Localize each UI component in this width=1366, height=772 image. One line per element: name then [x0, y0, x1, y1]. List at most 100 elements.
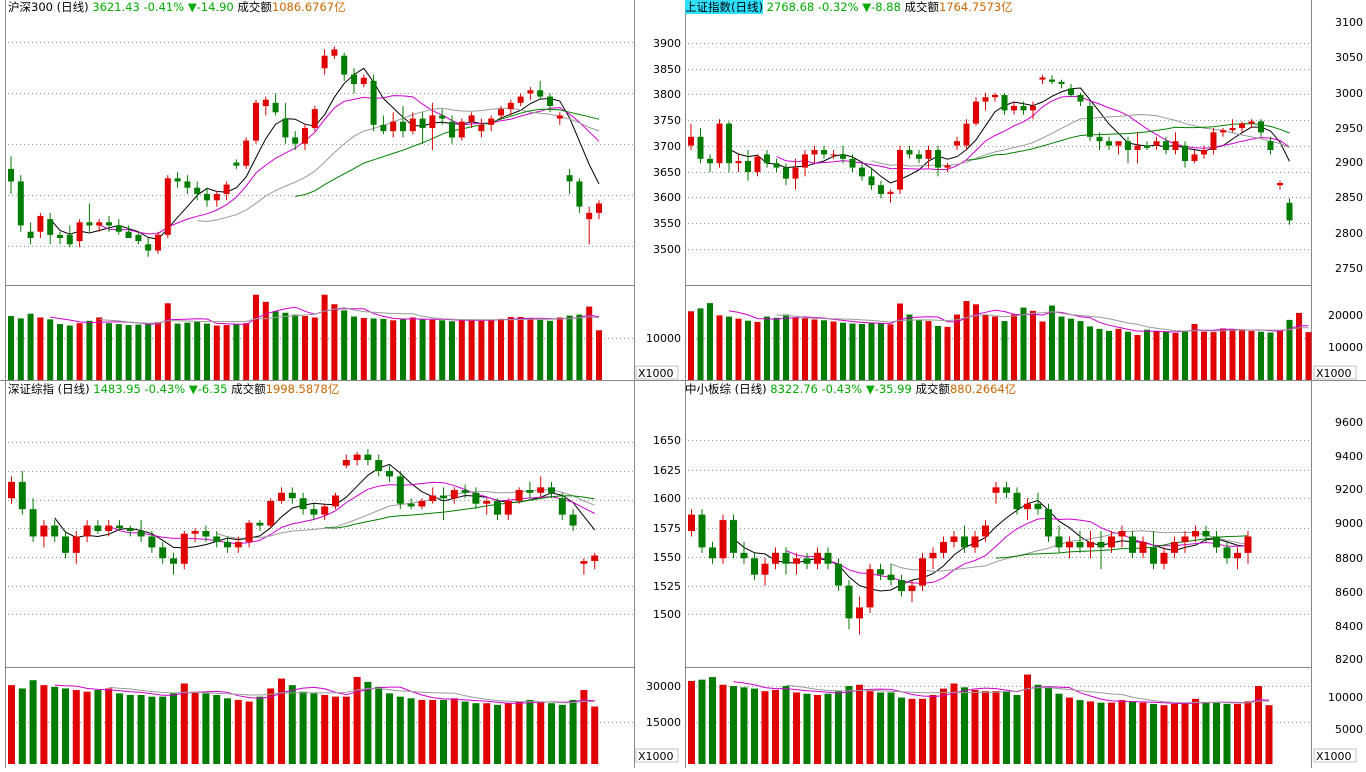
index-name: 中小板综 — [685, 382, 731, 396]
candle-down — [282, 118, 289, 138]
turnover-value: 1998.5878亿 — [265, 382, 340, 396]
volume-bar — [125, 325, 132, 380]
candle-up — [1220, 130, 1226, 133]
candle-down — [821, 150, 827, 155]
candle-up — [429, 115, 436, 128]
candle-up — [1087, 541, 1094, 548]
candle-up — [925, 150, 932, 159]
volume-ma-line — [733, 681, 1270, 705]
chart-title-hs300: 沪深300 (日线) 3621.43 -0.41% ▼-14.90 成交额108… — [8, 0, 346, 14]
volume-bar — [1277, 330, 1283, 380]
volume-bar — [887, 324, 894, 380]
volume-bar — [1049, 305, 1055, 380]
volume-bar — [483, 703, 491, 764]
candle-down — [877, 569, 884, 575]
volume-bar — [96, 317, 103, 380]
candle-down — [740, 552, 748, 559]
candle-down — [868, 176, 875, 186]
ma30-line — [295, 108, 600, 197]
candle-up — [267, 500, 275, 526]
volume-bar — [243, 323, 250, 380]
candle-up — [515, 490, 523, 501]
candle-up — [409, 118, 416, 132]
unit-label: X1000 — [1316, 750, 1352, 763]
panel-2 — [8, 442, 633, 764]
candle-down — [824, 552, 832, 564]
candle-down — [566, 175, 573, 182]
volume-bar — [1108, 702, 1115, 764]
volume-bar — [72, 690, 80, 764]
unit-box — [1313, 748, 1357, 763]
candle-up — [321, 506, 329, 515]
volume-bar — [351, 316, 357, 380]
candle-down — [62, 536, 69, 553]
candle-down — [1049, 79, 1055, 82]
candle-up — [793, 558, 800, 564]
volume-bar — [429, 319, 436, 380]
candle-up — [1181, 536, 1189, 542]
candle-up — [1118, 531, 1126, 537]
volume-bar — [973, 304, 979, 380]
candle-down — [341, 55, 348, 75]
change-value: ▼-14.90 — [187, 0, 234, 14]
candle-up — [1191, 154, 1198, 161]
volume-bar — [849, 323, 856, 380]
candle-down — [145, 244, 152, 251]
candle-down — [569, 514, 577, 526]
volume-bar — [278, 678, 285, 764]
volume-bar — [1244, 701, 1252, 764]
volume-bar — [547, 320, 553, 380]
candle-down — [66, 234, 73, 245]
candle-up — [1160, 552, 1168, 564]
volume-bar — [1191, 323, 1198, 380]
right-y-tick-label: 8600 — [1335, 586, 1363, 599]
y-tick-label: 3600 — [653, 191, 681, 204]
volume-bar — [126, 695, 134, 764]
candle-up — [164, 178, 171, 235]
volume-bar — [527, 318, 534, 380]
volume-bar — [418, 699, 426, 764]
volume-bar — [1265, 705, 1273, 764]
turnover-value: 880.2664亿 — [949, 382, 1017, 396]
candle-down — [1144, 145, 1150, 148]
candle-up — [243, 140, 250, 166]
candle-down — [1223, 547, 1231, 559]
volume-bar — [919, 698, 926, 764]
volume-bar — [224, 698, 231, 764]
volume-bar — [440, 699, 447, 764]
candle-up — [982, 97, 989, 102]
candle-down — [184, 181, 191, 188]
y-tick-label: 3850 — [653, 63, 681, 76]
candle-down — [494, 500, 501, 515]
volume-bar — [1286, 319, 1293, 380]
candle-up — [468, 115, 475, 122]
volume-bar — [556, 317, 563, 380]
candle-down — [1286, 202, 1293, 221]
candle-down — [159, 547, 167, 559]
volume-bar — [174, 323, 181, 380]
volume-bar — [1255, 686, 1262, 764]
candle-up — [688, 136, 694, 146]
volume-bar — [814, 695, 821, 764]
ma30-line — [966, 123, 1290, 161]
volume-bar — [517, 317, 524, 380]
volume-bar — [262, 301, 269, 380]
y-tick-label: 1600 — [653, 492, 681, 505]
volume-bar — [719, 684, 727, 764]
volume-bar — [170, 693, 177, 764]
candle-down — [310, 509, 318, 515]
candle-up — [754, 156, 761, 172]
volume-bar — [707, 303, 713, 380]
chart-title-sme: 中小板综 (日线) 8322.76 -0.43% ▼-35.99 成交额880.… — [685, 382, 1016, 396]
candle-down — [94, 525, 102, 531]
candle-down — [148, 536, 156, 548]
candle-down — [439, 115, 446, 119]
volume-bar — [537, 701, 545, 764]
volume-bar — [1087, 701, 1094, 764]
volume-bar — [709, 677, 716, 764]
candle-down — [537, 90, 544, 97]
volume-bar — [868, 322, 875, 380]
volume-bar — [1305, 332, 1312, 380]
candle-down — [783, 167, 789, 179]
